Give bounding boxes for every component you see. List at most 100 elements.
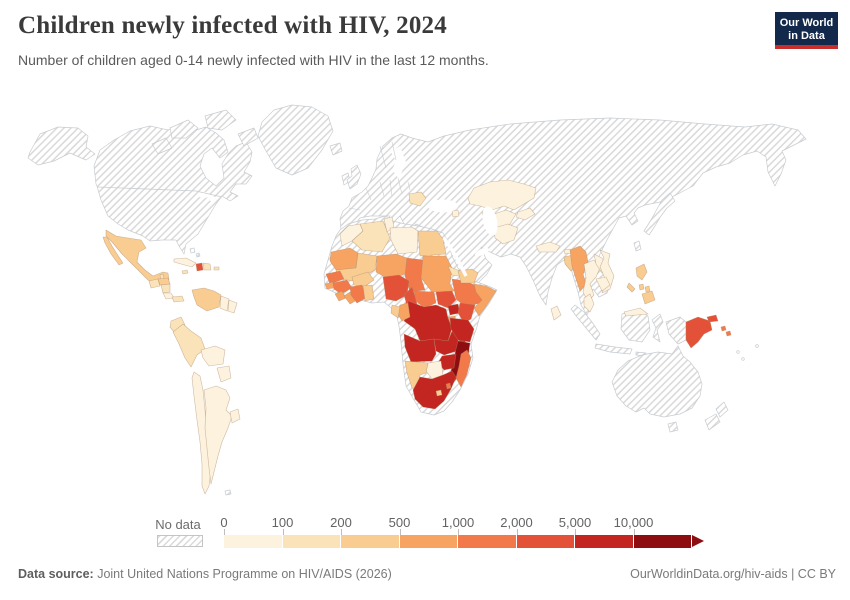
country-bolivia[interactable] — [200, 345, 226, 367]
country-haiti[interactable] — [195, 262, 204, 272]
great-lake-2 — [209, 196, 217, 202]
region-iceland[interactable] — [329, 142, 343, 156]
country-central-african-republic[interactable] — [413, 290, 437, 309]
region-java[interactable] — [594, 343, 633, 355]
owid-cc-link[interactable]: OurWorldinData.org/hiv-aids | CC BY — [630, 567, 836, 581]
country-paraguay[interactable] — [216, 365, 232, 383]
country-solomon-islands[interactable] — [720, 325, 732, 337]
owid-logo-redbar — [775, 45, 838, 49]
country-sri-lanka[interactable] — [550, 305, 562, 321]
red-sea — [442, 237, 468, 277]
country-argentina[interactable] — [203, 385, 233, 485]
region-japan[interactable] — [643, 192, 676, 236]
country-senegal[interactable] — [325, 270, 345, 285]
country-cote-divoire[interactable] — [349, 284, 367, 304]
legend-segment-100-200[interactable] — [282, 535, 340, 548]
legend-arrow — [692, 535, 704, 547]
country-vietnam[interactable] — [599, 249, 615, 294]
country-philippines[interactable] — [626, 263, 656, 305]
country-malaysia[interactable] — [583, 293, 649, 317]
country-algeria[interactable] — [351, 220, 391, 253]
country-madagascar[interactable] — [455, 349, 472, 388]
country-myanmar[interactable] — [569, 245, 589, 292]
country-peru[interactable] — [172, 323, 206, 368]
country-tanzania[interactable] — [449, 317, 475, 343]
legend-segment-500-1,000[interactable] — [399, 535, 457, 548]
country-south-africa[interactable] — [412, 370, 457, 410]
country-suriname[interactable] — [227, 299, 238, 314]
country-mexico[interactable] — [102, 229, 170, 285]
world-map — [27, 104, 807, 496]
country-angola[interactable] — [403, 333, 437, 363]
country-papua-new-guinea[interactable] — [685, 314, 719, 349]
country-burkina-faso[interactable] — [351, 271, 375, 288]
island-vanuatu — [736, 350, 740, 354]
owid-logo[interactable]: Our World in Data — [775, 12, 838, 49]
region-sumatra[interactable] — [570, 304, 601, 341]
region-united-kingdom[interactable] — [346, 164, 362, 190]
country-dominican-republic[interactable] — [202, 262, 212, 271]
legend-tick — [341, 529, 342, 535]
country-libya[interactable] — [389, 226, 419, 255]
country-guyana[interactable] — [219, 295, 230, 312]
legend-tick-label: 10,000 — [613, 515, 654, 530]
country-cuba[interactable] — [173, 257, 197, 268]
region-tasmania[interactable] — [667, 421, 679, 433]
country-venezuela[interactable] — [191, 287, 222, 312]
country-nepal[interactable] — [535, 241, 561, 253]
legend-tick — [575, 529, 576, 535]
legend-tick-label: 0 — [220, 515, 228, 530]
legend-segment-2,000-5,000[interactable] — [516, 535, 574, 548]
legend-segment-1,000-2,000[interactable] — [458, 535, 516, 548]
legend-segment-5,000-10,000[interactable] — [575, 535, 633, 548]
country-sudan[interactable] — [420, 255, 455, 293]
legend-tick — [399, 529, 401, 535]
country-afghanistan[interactable] — [493, 223, 519, 245]
country-guinea[interactable] — [332, 279, 353, 295]
region-arctic-islands[interactable] — [151, 109, 259, 155]
legend-segment-0-100[interactable] — [224, 535, 282, 548]
legend-tick — [633, 529, 635, 535]
region-sulawesi[interactable] — [651, 313, 664, 343]
country-armenia[interactable] — [451, 209, 460, 218]
legend-tick — [224, 529, 225, 535]
country-ghana[interactable] — [362, 284, 375, 302]
country-somalia[interactable] — [473, 283, 497, 317]
country-uruguay[interactable] — [229, 408, 241, 424]
region-australia[interactable] — [611, 345, 703, 418]
country-lesotho[interactable] — [435, 389, 443, 397]
region-falklands[interactable] — [224, 489, 232, 496]
region-bahamas[interactable] — [189, 247, 201, 258]
legend-tick-label: 500 — [388, 515, 411, 530]
legend-segment-10,000+[interactable] — [633, 535, 691, 548]
legend-segment-200-500[interactable] — [341, 535, 399, 548]
region-new-zealand[interactable] — [704, 401, 729, 431]
island-fiji — [755, 344, 759, 348]
region-taiwan[interactable] — [633, 240, 642, 252]
country-nicaragua[interactable] — [160, 283, 171, 294]
country-jamaica[interactable] — [181, 269, 189, 275]
country-gabon[interactable] — [390, 304, 401, 319]
legend-tick-label: 2,000 — [500, 515, 533, 530]
chart-footer: Data source: Joint United Nations Progra… — [18, 567, 836, 581]
country-eswatini[interactable] — [445, 382, 452, 390]
country-kazakhstan[interactable] — [467, 179, 537, 211]
country-panama[interactable] — [171, 295, 185, 303]
region-greenland[interactable] — [257, 104, 334, 176]
country-cambodia[interactable] — [595, 276, 611, 292]
region-alaska[interactable] — [27, 126, 96, 166]
country-south-sudan[interactable] — [435, 290, 457, 309]
country-puerto-rico[interactable] — [213, 266, 220, 271]
country-guatemala[interactable] — [148, 278, 161, 289]
country-chile[interactable] — [191, 371, 212, 495]
country-egypt[interactable] — [417, 230, 447, 257]
country-yemen[interactable] — [457, 268, 479, 284]
legend-no-data-swatch[interactable] — [157, 535, 203, 547]
country-mauritania[interactable] — [329, 247, 359, 271]
country-romania[interactable] — [408, 191, 427, 207]
country-kyrgyzstan-tajikistan[interactable] — [515, 207, 536, 221]
chart-subtitle: Number of children aged 0-14 newly infec… — [18, 52, 489, 68]
border-us-canada — [96, 186, 223, 198]
region-west-papua[interactable] — [665, 316, 687, 345]
